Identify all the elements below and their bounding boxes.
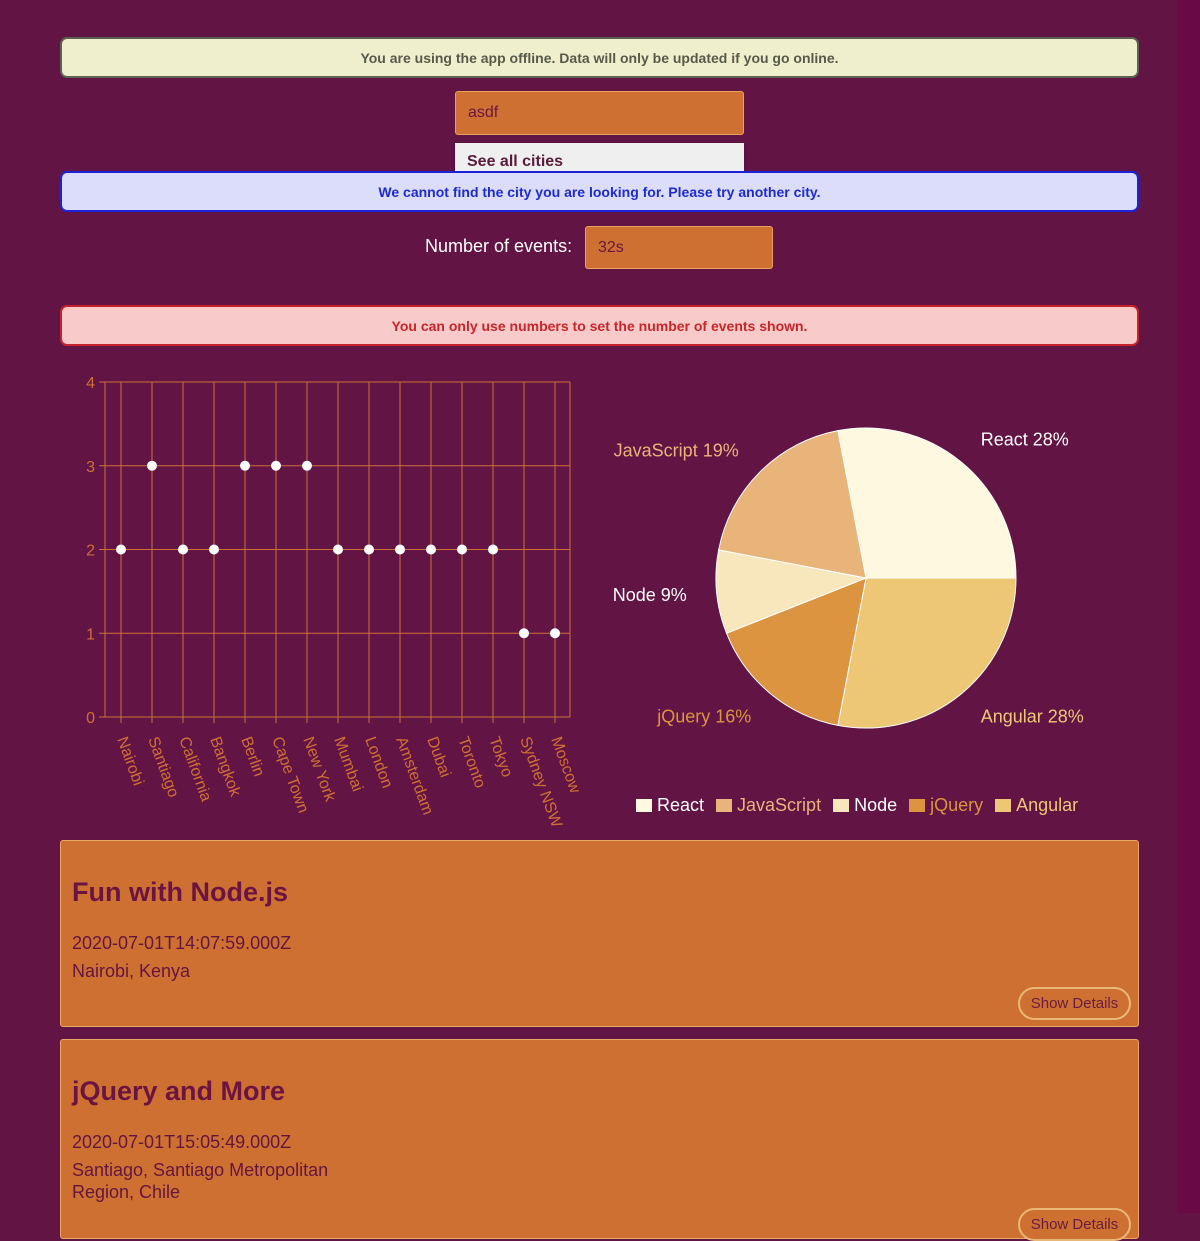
event-genre-pie-chart: React 28% Angular 28% jQuery 16% Node 9% Jav… [613, 427, 1084, 729]
pie-label-node: Node 9% [613, 585, 687, 605]
x-tick-label: Santiago [144, 735, 182, 800]
x-tick-label: Toronto [454, 735, 488, 791]
pie-label-jquery: jQuery 16% [656, 707, 751, 727]
see-all-cities-option[interactable]: See all cities [467, 153, 564, 170]
legend-label: Node [854, 795, 898, 815]
event-title: jQuery and More [72, 1076, 286, 1106]
data-point [488, 544, 498, 555]
number-of-events-label: Number of events: [425, 236, 573, 256]
x-tick-label: Tokyo [485, 735, 515, 780]
legend-swatch [636, 799, 652, 812]
data-point [240, 460, 250, 471]
legend-swatch [909, 799, 926, 812]
data-point [395, 544, 405, 555]
event-time: 2020-07-01T14:07:59.000Z [72, 933, 292, 953]
city-search-input[interactable] [455, 91, 744, 135]
event-card: Fun with Node.js 2020-07-01T14:07:59.000… [60, 840, 1139, 1027]
legend-label: Angular [1016, 795, 1079, 815]
legend-swatch [716, 799, 733, 812]
legend-label: JavaScript [737, 795, 822, 815]
data-point [519, 628, 529, 639]
legend-item-node: Node [833, 795, 897, 816]
y-tick-label: 2 [86, 543, 95, 560]
event-time: 2020-07-01T15:05:49.000Z [72, 1132, 292, 1152]
event-location: Santiago, Santiago Metropolitan Region, … [72, 1160, 329, 1202]
x-tick-label: Nairobi [113, 735, 146, 788]
pie-slice-angular [837, 577, 1017, 729]
pie-label-angular: Angular 28% [981, 707, 1084, 727]
offline-alert: You are using the app offline. Data will… [60, 37, 1139, 78]
legend-item-angular: Angular [995, 795, 1078, 816]
event-title: Fun with Node.js [72, 877, 288, 907]
y-tick-label: 0 [86, 710, 95, 727]
data-point [457, 544, 467, 555]
pie-legend: React JavaScript Node jQuery Angular [636, 795, 1078, 816]
data-point [426, 544, 436, 555]
data-point [147, 460, 157, 471]
data-point [271, 460, 281, 471]
right-edge-strip [1177, 0, 1200, 1213]
pie-slice-jquery [725, 577, 867, 726]
legend-item-javascript: JavaScript [716, 795, 821, 816]
data-point [550, 628, 560, 639]
legend-label: jQuery [930, 795, 984, 815]
data-point [116, 544, 126, 555]
legend-swatch [833, 799, 850, 812]
legend-swatch [995, 799, 1012, 812]
data-point [302, 460, 312, 471]
city-not-found-alert: We cannot find the city you are looking … [60, 171, 1139, 212]
data-point [364, 544, 374, 555]
data-point [178, 544, 188, 555]
x-tick-label: Moscow [547, 735, 583, 796]
pie-slice-node [715, 549, 868, 634]
events-per-city-scatter-chart: 01234NairobiSantiagoCaliforniaBangkokBer… [86, 375, 583, 831]
y-tick-label: 4 [86, 375, 95, 392]
event-location: Nairobi, Kenya [72, 961, 191, 981]
x-tick-label: Dubai [423, 735, 453, 780]
legend-item-jquery: jQuery [909, 795, 983, 816]
legend-label: React [657, 795, 705, 815]
number-of-events-input[interactable] [585, 226, 773, 269]
event-card: jQuery and More 2020-07-01T15:05:49.000Z… [60, 1039, 1139, 1241]
pie-slice-react [837, 427, 1017, 579]
x-tick-label: Mumbai [330, 735, 365, 794]
number-error-alert: You can only use numbers to set the numb… [60, 305, 1139, 346]
show-details-button[interactable]: Show Details [1018, 987, 1131, 1020]
x-tick-label: London [361, 735, 395, 791]
data-point [333, 544, 343, 555]
y-tick-label: 3 [86, 459, 95, 476]
pie-label-react: React 28% [981, 429, 1069, 449]
data-point [209, 544, 219, 555]
y-tick-label: 1 [86, 626, 95, 643]
legend-item-react: React [636, 795, 704, 816]
x-tick-label: Berlin [237, 735, 267, 779]
pie-slice-javascript [718, 430, 867, 579]
pie-label-javascript: JavaScript 19% [614, 441, 739, 461]
